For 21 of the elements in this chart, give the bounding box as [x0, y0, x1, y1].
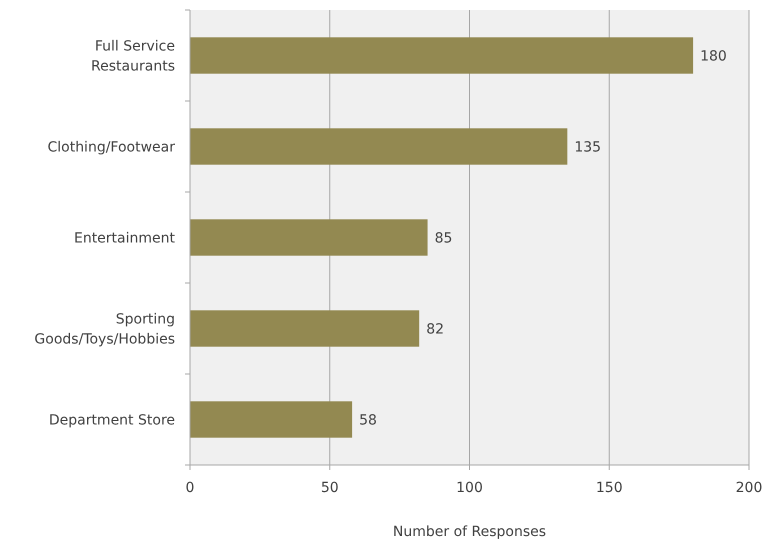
bar [190, 401, 352, 438]
y-tick-label: Entertainment [74, 230, 176, 246]
x-tick-label: 150 [596, 480, 623, 496]
x-tick-label: 100 [456, 480, 483, 496]
y-tick-label: Department Store [48, 412, 175, 428]
x-tick-label: 50 [320, 480, 339, 496]
bar [190, 128, 568, 165]
data-label: 135 [574, 139, 602, 156]
data-label: 82 [426, 321, 444, 338]
x-axis-title: Number of Responses [392, 524, 546, 540]
data-label: 85 [434, 230, 452, 246]
y-tick-label: Clothing/Footwear [47, 139, 176, 156]
y-tick-label: Sporting Goods/Toys/Hobbies [34, 311, 175, 348]
bar [190, 310, 420, 347]
data-label: 58 [359, 412, 377, 428]
x-tick-label: 0 [186, 480, 194, 496]
data-label: 180 [700, 48, 727, 64]
bar [190, 219, 428, 256]
bar [190, 37, 694, 74]
x-tick-label: 200 [736, 480, 762, 496]
y-tick-label: Full Service Restaurants [91, 38, 175, 74]
